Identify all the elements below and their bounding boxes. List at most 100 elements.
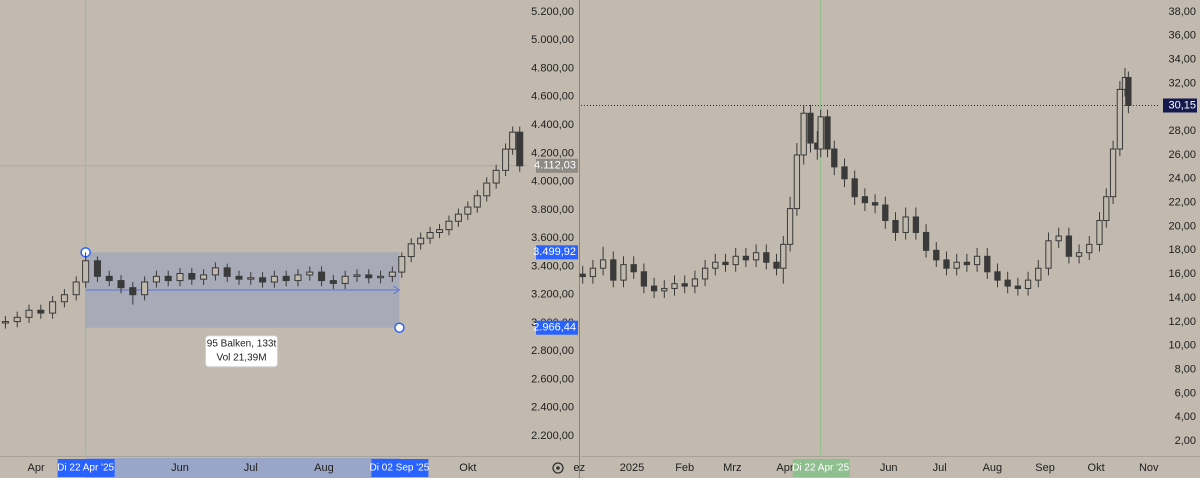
x-tick-highlight-label: Di 02 Sep '25 — [370, 463, 430, 474]
x-tick-label: Jun — [880, 462, 898, 474]
range-axis-band — [85, 458, 400, 478]
candle-body — [1086, 243, 1093, 254]
y-tick-label: 34,00 — [1168, 54, 1196, 66]
candle-body — [1004, 279, 1011, 287]
x-tick-label: Apr — [28, 462, 45, 474]
x-tick-label: Sep — [1035, 462, 1055, 474]
candle-body — [579, 273, 586, 278]
y-tick-label: 4.000,00 — [531, 176, 574, 188]
y-tick-label: 4,00 — [1175, 411, 1196, 423]
candle-body — [953, 261, 960, 269]
candle-body — [306, 271, 314, 276]
candle-body — [492, 169, 500, 184]
y-tick-label: 36,00 — [1168, 30, 1196, 42]
last-price-label: 4.112,03 — [534, 160, 576, 172]
candle-body — [712, 261, 719, 269]
range-stat: 95 Balken, 133t — [207, 338, 277, 349]
candle-body — [464, 206, 472, 215]
candle-body — [1109, 148, 1117, 198]
y-tick-label: 5.000,00 — [531, 34, 574, 46]
range-handle[interactable] — [394, 322, 405, 333]
candle-body — [589, 267, 597, 278]
last-price-badge — [1163, 98, 1197, 113]
candle-body — [807, 112, 814, 144]
candle-body — [831, 148, 838, 168]
last-price-label: 30,15 — [1168, 99, 1196, 111]
settings-gear[interactable] — [552, 462, 564, 474]
x-tick-label: Jul — [933, 462, 947, 474]
candle-body — [49, 301, 57, 314]
range-stat: Vol 21,39M — [217, 352, 267, 363]
candle-body — [93, 260, 101, 277]
x-tick-label: Feb — [675, 462, 694, 474]
y-tick-label: 16,00 — [1168, 268, 1196, 280]
candle-body — [610, 259, 617, 281]
candle-body — [650, 285, 658, 292]
x-tick-label: Mrz — [723, 462, 741, 474]
x-tick-label: Jun — [171, 462, 189, 474]
candle-body — [200, 274, 208, 280]
candle-body — [773, 261, 780, 269]
candle-body — [943, 259, 950, 269]
candle-body — [984, 255, 991, 273]
candle-body — [640, 271, 648, 287]
candle-body — [1065, 235, 1073, 257]
y-tick-label: 2.200,00 — [531, 430, 574, 442]
candle-body — [117, 280, 125, 289]
candle-body — [1014, 285, 1022, 289]
x-tick-label: Aug — [983, 462, 1003, 474]
candle-body — [1116, 88, 1124, 150]
y-tick-label: 20,00 — [1168, 220, 1196, 232]
candle-body — [417, 237, 425, 245]
candle-body — [223, 267, 231, 277]
candle-body — [282, 275, 290, 282]
y-tick-label: 4.400,00 — [531, 119, 574, 131]
settings-icon[interactable] — [552, 462, 564, 474]
candle-body — [892, 220, 899, 233]
candle-body — [933, 249, 940, 261]
candle-body — [270, 275, 278, 283]
candle-body — [25, 309, 33, 318]
candle-body — [294, 274, 302, 282]
candle-body — [824, 116, 831, 150]
candle-body — [365, 274, 373, 279]
y-tick-label: 3.200,00 — [531, 289, 574, 301]
candle-body — [732, 255, 739, 266]
candle-body — [620, 264, 627, 281]
candle-body — [176, 273, 184, 282]
candle-body — [841, 166, 848, 180]
range-price-badge — [536, 245, 578, 260]
candle-body — [681, 283, 688, 287]
candle-body — [661, 287, 668, 292]
y-tick-label: 8,00 — [1175, 363, 1196, 375]
candle-body — [722, 261, 729, 266]
y-tick-label: 4.200,00 — [531, 147, 574, 159]
candle-body — [235, 275, 243, 280]
x-tick-label: Apr — [776, 462, 793, 474]
y-tick-label: 12,00 — [1168, 316, 1196, 328]
candle-body — [37, 309, 45, 314]
candle-body — [1045, 240, 1052, 269]
y-tick-label: 2,00 — [1175, 435, 1196, 447]
range-price-label: 3.499,92 — [533, 246, 576, 258]
candle-body — [882, 204, 889, 222]
candle-body — [742, 255, 750, 261]
candle-body — [445, 220, 453, 231]
candle-body — [502, 148, 510, 171]
candle-body — [1103, 196, 1110, 222]
y-tick-label: 6,00 — [1175, 387, 1196, 399]
y-tick-label: 26,00 — [1168, 149, 1196, 161]
candle-body — [912, 216, 920, 233]
candle-body — [793, 154, 801, 210]
candle-body — [994, 271, 1001, 281]
candle-body — [188, 273, 196, 280]
x-tick-badge — [792, 459, 850, 477]
settings-gear-center[interactable] — [556, 466, 560, 470]
candle-body — [851, 178, 858, 198]
candle-body — [388, 271, 396, 277]
candle-body — [1024, 279, 1032, 289]
y-tick-label: 32,00 — [1168, 77, 1196, 89]
candle-body — [817, 116, 824, 150]
